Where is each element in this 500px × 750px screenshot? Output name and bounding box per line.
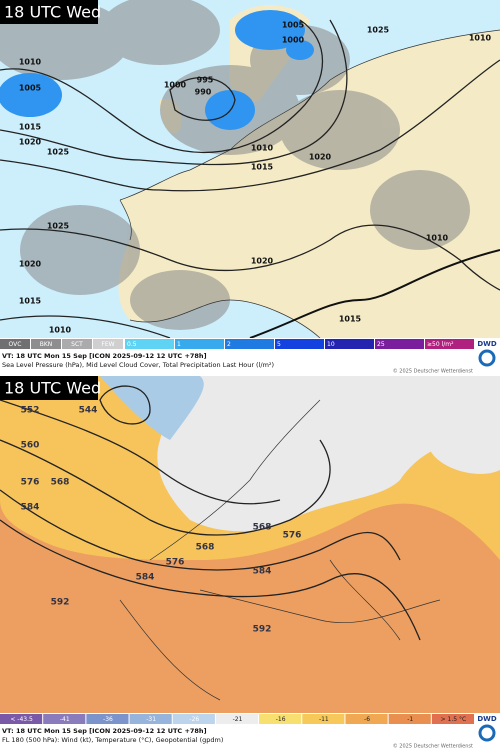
caption-description: FL 180 (500 hPa): Wind (kt), Temperature… [2, 736, 223, 744]
contour-label: 576 [166, 558, 185, 568]
temp-legend-cell [345, 714, 388, 724]
contour-label: 592 [253, 625, 272, 635]
precip-legend-label: 0.5 [127, 341, 137, 348]
precip-legend-label: 1 [177, 341, 181, 348]
cloud-legend-label: FEW [101, 341, 114, 348]
temp-legend-label: -16 [276, 716, 286, 723]
temp-legend-cell [215, 714, 259, 724]
time-label: 18 UTC Wed [4, 379, 101, 398]
isobar-label: 1020 [19, 260, 42, 269]
isobar-label: 990 [195, 88, 212, 97]
temp-legend-label: > 1.5 °C [441, 716, 467, 723]
isobar-label: 1015 [19, 123, 42, 132]
logo: DWD [477, 715, 497, 723]
cloud-legend-label: SCT [71, 341, 83, 348]
logo: DWD [477, 340, 497, 348]
isobar-label: 1025 [367, 26, 390, 35]
isobar-label: 1025 [47, 148, 70, 157]
isobar-label: 1025 [47, 222, 70, 231]
isobar-label: 1015 [339, 315, 362, 324]
upper-air-map [0, 376, 500, 713]
pressure-map [0, 0, 500, 338]
temp-legend-label: -41 [60, 716, 70, 723]
precip-legend-cell [275, 339, 324, 349]
caption-valid-time: VT: 18 UTC Mon 15 Sep [ICON 2025-09-12 1… [2, 727, 207, 735]
contour-label: 544 [79, 406, 98, 416]
isobar-label: 1010 [49, 326, 72, 335]
precip-legend-cell [425, 339, 474, 349]
contour-label: 568 [51, 478, 70, 488]
isobar-label: 1010 [19, 58, 42, 67]
precip-legend-cell [125, 339, 174, 349]
temp-legend-cell [302, 714, 345, 724]
cloud-legend-cell [93, 339, 123, 349]
isobar-label: 1000 [282, 36, 305, 45]
temp-legend-label: -6 [364, 716, 370, 723]
precip-legend-label: 5 [277, 341, 281, 348]
isobar-label: 1000 [164, 81, 187, 90]
isobar-label: 995 [197, 76, 214, 85]
temp-legend-cell [129, 714, 172, 724]
caption-copyright: © 2025 Deutscher Wetterdienst [393, 368, 473, 375]
caption-valid-time: VT: 18 UTC Mon 15 Sep [ICON 2025-09-12 1… [2, 352, 207, 360]
temp-legend-label: < -43.5 [10, 716, 33, 723]
temp-legend-cell [431, 714, 474, 724]
cloud-legend-cell [31, 339, 61, 349]
isobar-label: 1010 [251, 144, 274, 153]
precip-legend-label: ≥50 l/m² [427, 341, 454, 348]
cloud-legend-cell [0, 339, 30, 349]
contour-label: 568 [253, 523, 272, 533]
cloud-legend-label: OVC [9, 341, 22, 348]
logo-icon [478, 349, 496, 367]
contour-label: 592 [51, 598, 70, 608]
isobar-label: 1010 [426, 234, 449, 243]
isobar-label: 1005 [282, 21, 305, 30]
temp-legend-label: -1 [407, 716, 413, 723]
contour-label: 576 [283, 531, 302, 541]
temp-legend-cell [172, 714, 215, 724]
precip-legend-cell [375, 339, 424, 349]
temp-legend-cell [388, 714, 431, 724]
cloud-legend-label: BKN [40, 341, 53, 348]
logo-icon [478, 724, 496, 742]
temp-legend-label: -26 [189, 716, 199, 723]
time-label-box [0, 376, 98, 400]
isobar-label: 1020 [19, 138, 42, 147]
contour-label: 560 [21, 441, 40, 451]
contour-label: 576 [21, 478, 40, 488]
isobar-label: 1005 [19, 84, 42, 93]
contour-label: 584 [253, 567, 272, 577]
isobar-label: 1010 [469, 34, 492, 43]
contour-label: 552 [21, 406, 40, 416]
contour-label: 584 [21, 503, 40, 513]
contour-label: 584 [136, 573, 155, 583]
temp-legend-cell [0, 714, 43, 724]
temp-legend-cell [259, 714, 302, 724]
precip-legend-label: 10 [327, 341, 335, 348]
precip-legend-label: 2 [227, 341, 231, 348]
temp-legend-cell [86, 714, 129, 724]
isobar-label: 1015 [19, 297, 42, 306]
isobar-label: 1020 [251, 257, 274, 266]
cloud-legend-cell [62, 339, 92, 349]
caption-copyright: © 2025 Deutscher Wetterdienst [393, 743, 473, 750]
precip-legend-cell [175, 339, 224, 349]
time-label: 18 UTC Wed [4, 3, 101, 22]
temp-legend-label: -31 [146, 716, 156, 723]
precip-legend-label: 25 [377, 341, 385, 348]
isobar-label: 1015 [251, 163, 274, 172]
caption-box [0, 725, 475, 750]
caption-box [0, 350, 475, 375]
temp-legend-label: -11 [319, 716, 329, 723]
isobar-label: 1020 [309, 153, 332, 162]
caption-description: Sea Level Pressure (hPa), Mid Level Clou… [2, 361, 274, 369]
precip-legend-cell [325, 339, 374, 349]
precip-legend-cell [225, 339, 274, 349]
temp-legend-label: -21 [233, 716, 243, 723]
temp-legend-label: -36 [103, 716, 113, 723]
contour-label: 568 [196, 543, 215, 553]
time-label-box [0, 0, 98, 24]
temp-legend-cell [43, 714, 86, 724]
